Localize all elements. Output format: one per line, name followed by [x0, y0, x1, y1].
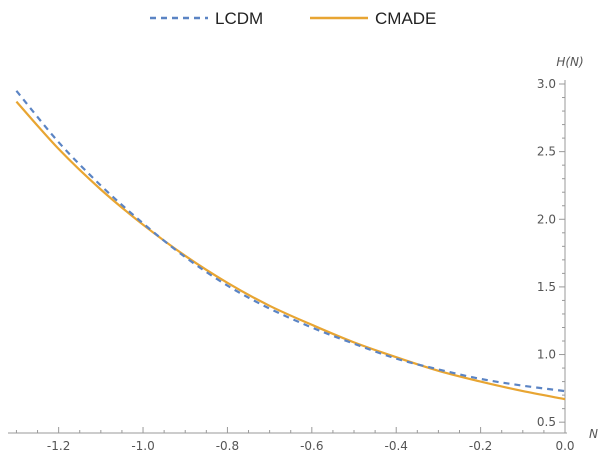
y-tick-label: 1.0: [537, 348, 556, 362]
legend: LCDM CMADE: [150, 9, 436, 28]
x-tick-label: 0.0: [555, 439, 574, 453]
x-tick-label: -1.0: [131, 439, 154, 453]
legend-label-cmade: CMADE: [375, 9, 436, 28]
y-tick-label: 3.0: [537, 77, 556, 91]
x-tick-label: -0.2: [469, 439, 492, 453]
x-tick-label: -0.6: [300, 439, 323, 453]
x-tick-label: -0.8: [216, 439, 239, 453]
y-tick-label: 2.5: [537, 145, 556, 159]
y-tick-label: 1.5: [537, 280, 556, 294]
x-axis-label: N: [589, 427, 598, 441]
legend-label-lcdm: LCDM: [215, 9, 263, 28]
series-line-lcdm: [15, 90, 566, 393]
axes: -1.2 -1.0 -0.8 -0.6 -0.4 -0.2 0.0 0.5 1.0 1.5 2.0 2…: [8, 55, 598, 453]
y-tick-label: 0.5: [537, 415, 556, 429]
series-line-cmade: [15, 100, 566, 401]
y-axis-label: H(N): [556, 55, 583, 69]
x-tick-label: -1.2: [47, 439, 70, 453]
x-tick-label: -0.4: [385, 439, 408, 453]
y-tick-label: 2.0: [537, 212, 556, 226]
series-layer: [15, 90, 566, 401]
